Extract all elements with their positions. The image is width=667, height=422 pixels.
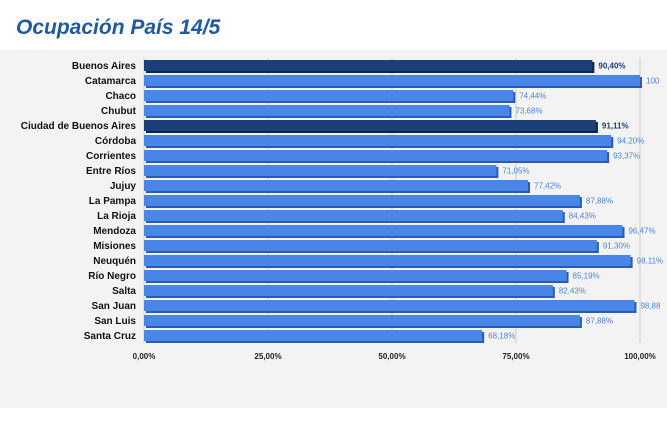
bar	[144, 210, 563, 221]
category-label: Santa Cruz	[84, 331, 136, 342]
category-label: Chaco	[105, 91, 136, 102]
bar	[144, 150, 608, 161]
value-label: 68,18%	[488, 332, 515, 341]
bar	[144, 165, 497, 176]
value-label: 87,88%	[586, 197, 613, 206]
category-label: San Juan	[92, 301, 136, 312]
category-label: Ciudad de Buenos Aires	[21, 121, 137, 132]
value-label: 74,44%	[519, 92, 546, 101]
category-label: Río Negro	[88, 271, 136, 282]
bars	[144, 60, 642, 343]
footer-strip	[0, 408, 667, 422]
value-label: 87,88%	[586, 317, 613, 326]
bar	[144, 105, 510, 116]
category-label: Catamarca	[85, 76, 137, 87]
value-label: 85,19%	[573, 272, 600, 281]
category-label: San Luis	[94, 316, 136, 327]
value-label: 96,47%	[628, 227, 655, 236]
x-tick-label: 50,00%	[378, 352, 405, 361]
x-tick-label: 75,00%	[502, 352, 529, 361]
value-label: 98,88	[640, 302, 661, 311]
value-label: 94,20%	[617, 137, 644, 146]
bar	[144, 300, 635, 311]
category-label: Neuquén	[93, 256, 136, 267]
category-label: Córdoba	[95, 136, 137, 147]
bar	[144, 270, 567, 281]
bar-chart: Buenos Aires 90,40% Catamarca 100 Chaco 74,44…	[21, 58, 664, 361]
value-label: 91,30%	[603, 242, 630, 251]
value-label: 73,68%	[515, 107, 542, 116]
category-label: Entre Ríos	[86, 166, 136, 177]
category-label: Mendoza	[93, 226, 136, 237]
category-label: La Pampa	[89, 196, 137, 207]
bar	[144, 75, 640, 86]
bar	[144, 330, 483, 341]
x-tick-label: 25,00%	[254, 352, 281, 361]
value-label: 91,11%	[602, 122, 629, 131]
category-label: Misiones	[93, 241, 136, 252]
value-label: 77,42%	[534, 182, 561, 191]
bar	[144, 180, 529, 191]
value-label: 84,43%	[569, 212, 596, 221]
category-label: Jujuy	[110, 181, 137, 192]
chart-title: Ocupación País 14/5	[16, 16, 221, 39]
bar	[144, 255, 631, 266]
bar	[144, 240, 597, 251]
category-label: Salta	[112, 286, 136, 297]
bar	[144, 195, 580, 206]
bar	[144, 225, 623, 236]
value-label: 82,43%	[559, 287, 586, 296]
category-label: Chubut	[101, 106, 137, 117]
x-tick-label: 100,00%	[624, 352, 656, 361]
category-label: Corrientes	[86, 151, 136, 162]
value-label: 93,37%	[613, 152, 640, 161]
x-tick-label: 0,00%	[133, 352, 156, 361]
category-label: La Rioja	[97, 211, 136, 222]
category-label: Buenos Aires	[72, 61, 137, 72]
bar	[144, 60, 593, 71]
value-label: 90,40%	[598, 62, 625, 71]
value-label: 100	[646, 77, 660, 86]
bar	[144, 315, 580, 326]
bar	[144, 90, 514, 101]
value-label: 71,05%	[502, 167, 529, 176]
bar	[144, 120, 596, 131]
bar	[144, 135, 612, 146]
value-label: 98,11%	[637, 257, 664, 266]
bar	[144, 285, 553, 296]
